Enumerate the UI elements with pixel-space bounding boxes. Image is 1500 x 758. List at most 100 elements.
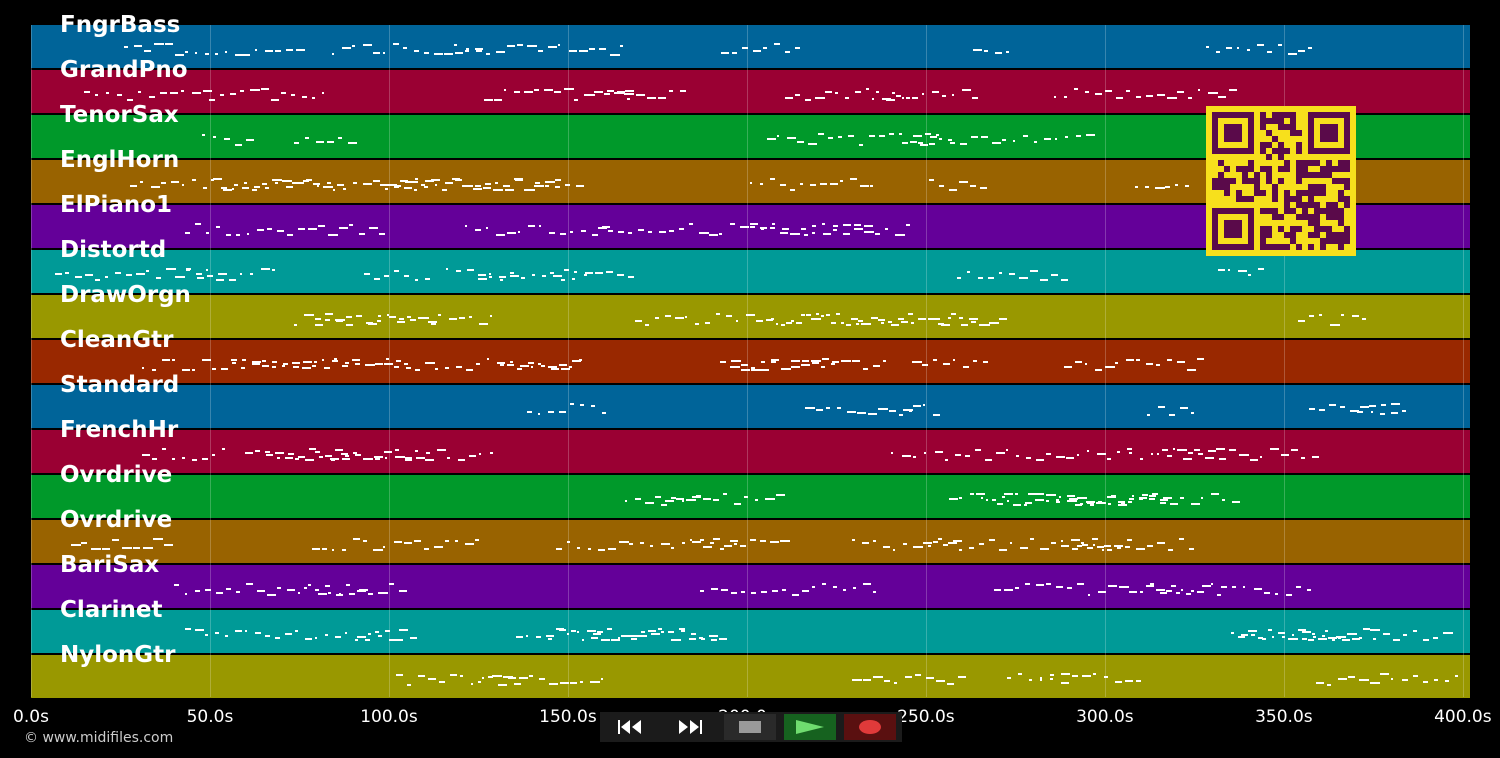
note bbox=[1082, 675, 1091, 677]
note bbox=[842, 360, 851, 362]
track-lane[interactable] bbox=[31, 340, 1470, 383]
note bbox=[1340, 314, 1344, 316]
note bbox=[304, 587, 307, 589]
play-icon bbox=[796, 720, 824, 734]
note bbox=[515, 179, 523, 181]
note bbox=[1370, 411, 1374, 413]
track-label: DrawOrgn bbox=[60, 282, 191, 308]
note bbox=[1347, 633, 1358, 635]
note bbox=[1308, 639, 1315, 641]
note bbox=[1152, 493, 1158, 495]
record-button[interactable] bbox=[844, 714, 896, 740]
note bbox=[153, 538, 163, 540]
note bbox=[265, 50, 274, 52]
note bbox=[1351, 315, 1360, 317]
note bbox=[151, 369, 157, 371]
note bbox=[352, 452, 358, 454]
note bbox=[745, 314, 756, 316]
note bbox=[629, 543, 633, 545]
note bbox=[357, 636, 366, 638]
grid-line bbox=[925, 25, 927, 697]
track-lane[interactable] bbox=[31, 250, 1470, 293]
track-lane[interactable] bbox=[31, 385, 1470, 428]
note bbox=[873, 591, 877, 593]
note bbox=[1247, 630, 1258, 632]
note bbox=[241, 367, 246, 369]
note bbox=[1069, 498, 1078, 500]
note bbox=[576, 631, 580, 633]
note bbox=[861, 323, 868, 325]
note bbox=[1060, 545, 1069, 547]
note bbox=[620, 635, 630, 637]
note bbox=[590, 681, 600, 683]
note bbox=[1196, 591, 1204, 593]
track-lane[interactable] bbox=[31, 475, 1470, 518]
note bbox=[201, 458, 209, 460]
note bbox=[859, 185, 870, 187]
note bbox=[801, 360, 809, 362]
note bbox=[314, 451, 321, 453]
note bbox=[1311, 456, 1320, 458]
note bbox=[1232, 586, 1237, 588]
note bbox=[1232, 501, 1240, 503]
note bbox=[579, 359, 582, 361]
note bbox=[496, 362, 505, 364]
track-label: Ovrdrive bbox=[60, 507, 173, 533]
note bbox=[498, 684, 508, 686]
note bbox=[366, 322, 373, 324]
note bbox=[240, 90, 244, 92]
note bbox=[352, 538, 360, 540]
track-lane[interactable] bbox=[31, 295, 1470, 338]
note bbox=[1236, 47, 1239, 49]
note bbox=[287, 453, 294, 455]
note bbox=[1257, 637, 1263, 639]
note bbox=[1227, 269, 1231, 271]
note bbox=[695, 495, 701, 497]
rewind-button[interactable] bbox=[604, 714, 656, 740]
note bbox=[171, 458, 176, 460]
note bbox=[275, 50, 281, 52]
note bbox=[285, 186, 294, 188]
track-lane[interactable] bbox=[31, 430, 1470, 473]
note bbox=[795, 47, 800, 49]
note bbox=[939, 185, 945, 187]
note bbox=[348, 142, 358, 144]
note bbox=[946, 683, 955, 685]
note bbox=[344, 362, 350, 364]
note bbox=[668, 90, 673, 92]
track-label: Distortd bbox=[60, 237, 167, 263]
track-lane[interactable] bbox=[31, 655, 1470, 698]
note bbox=[475, 229, 481, 231]
note bbox=[256, 229, 264, 231]
note bbox=[627, 635, 638, 637]
note bbox=[510, 272, 514, 274]
note bbox=[406, 684, 411, 686]
note bbox=[186, 269, 190, 271]
track-lane[interactable] bbox=[31, 610, 1470, 653]
note bbox=[1107, 458, 1112, 460]
note bbox=[594, 272, 603, 274]
fast-forward-button[interactable] bbox=[664, 714, 716, 740]
note bbox=[1058, 496, 1061, 498]
note bbox=[489, 315, 492, 317]
play-button[interactable] bbox=[784, 714, 836, 740]
track-lane[interactable] bbox=[31, 520, 1470, 563]
note bbox=[403, 47, 408, 49]
note bbox=[1160, 502, 1166, 504]
note bbox=[801, 228, 806, 230]
note bbox=[556, 548, 562, 550]
stop-button[interactable] bbox=[724, 714, 776, 740]
note bbox=[1264, 592, 1270, 594]
note bbox=[376, 320, 382, 322]
track-lane[interactable] bbox=[31, 25, 1470, 68]
note bbox=[326, 141, 334, 143]
note bbox=[848, 135, 854, 137]
note bbox=[1368, 405, 1376, 407]
track-lane[interactable] bbox=[31, 70, 1470, 113]
note bbox=[231, 188, 234, 190]
note bbox=[430, 323, 436, 325]
track-lane[interactable] bbox=[31, 565, 1470, 608]
note bbox=[455, 52, 463, 54]
note bbox=[181, 369, 190, 371]
note bbox=[373, 180, 381, 182]
